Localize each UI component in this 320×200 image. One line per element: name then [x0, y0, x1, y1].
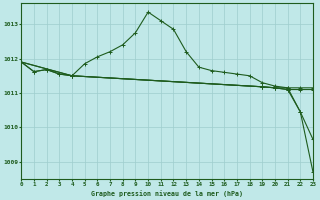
X-axis label: Graphe pression niveau de la mer (hPa): Graphe pression niveau de la mer (hPa): [91, 190, 243, 197]
